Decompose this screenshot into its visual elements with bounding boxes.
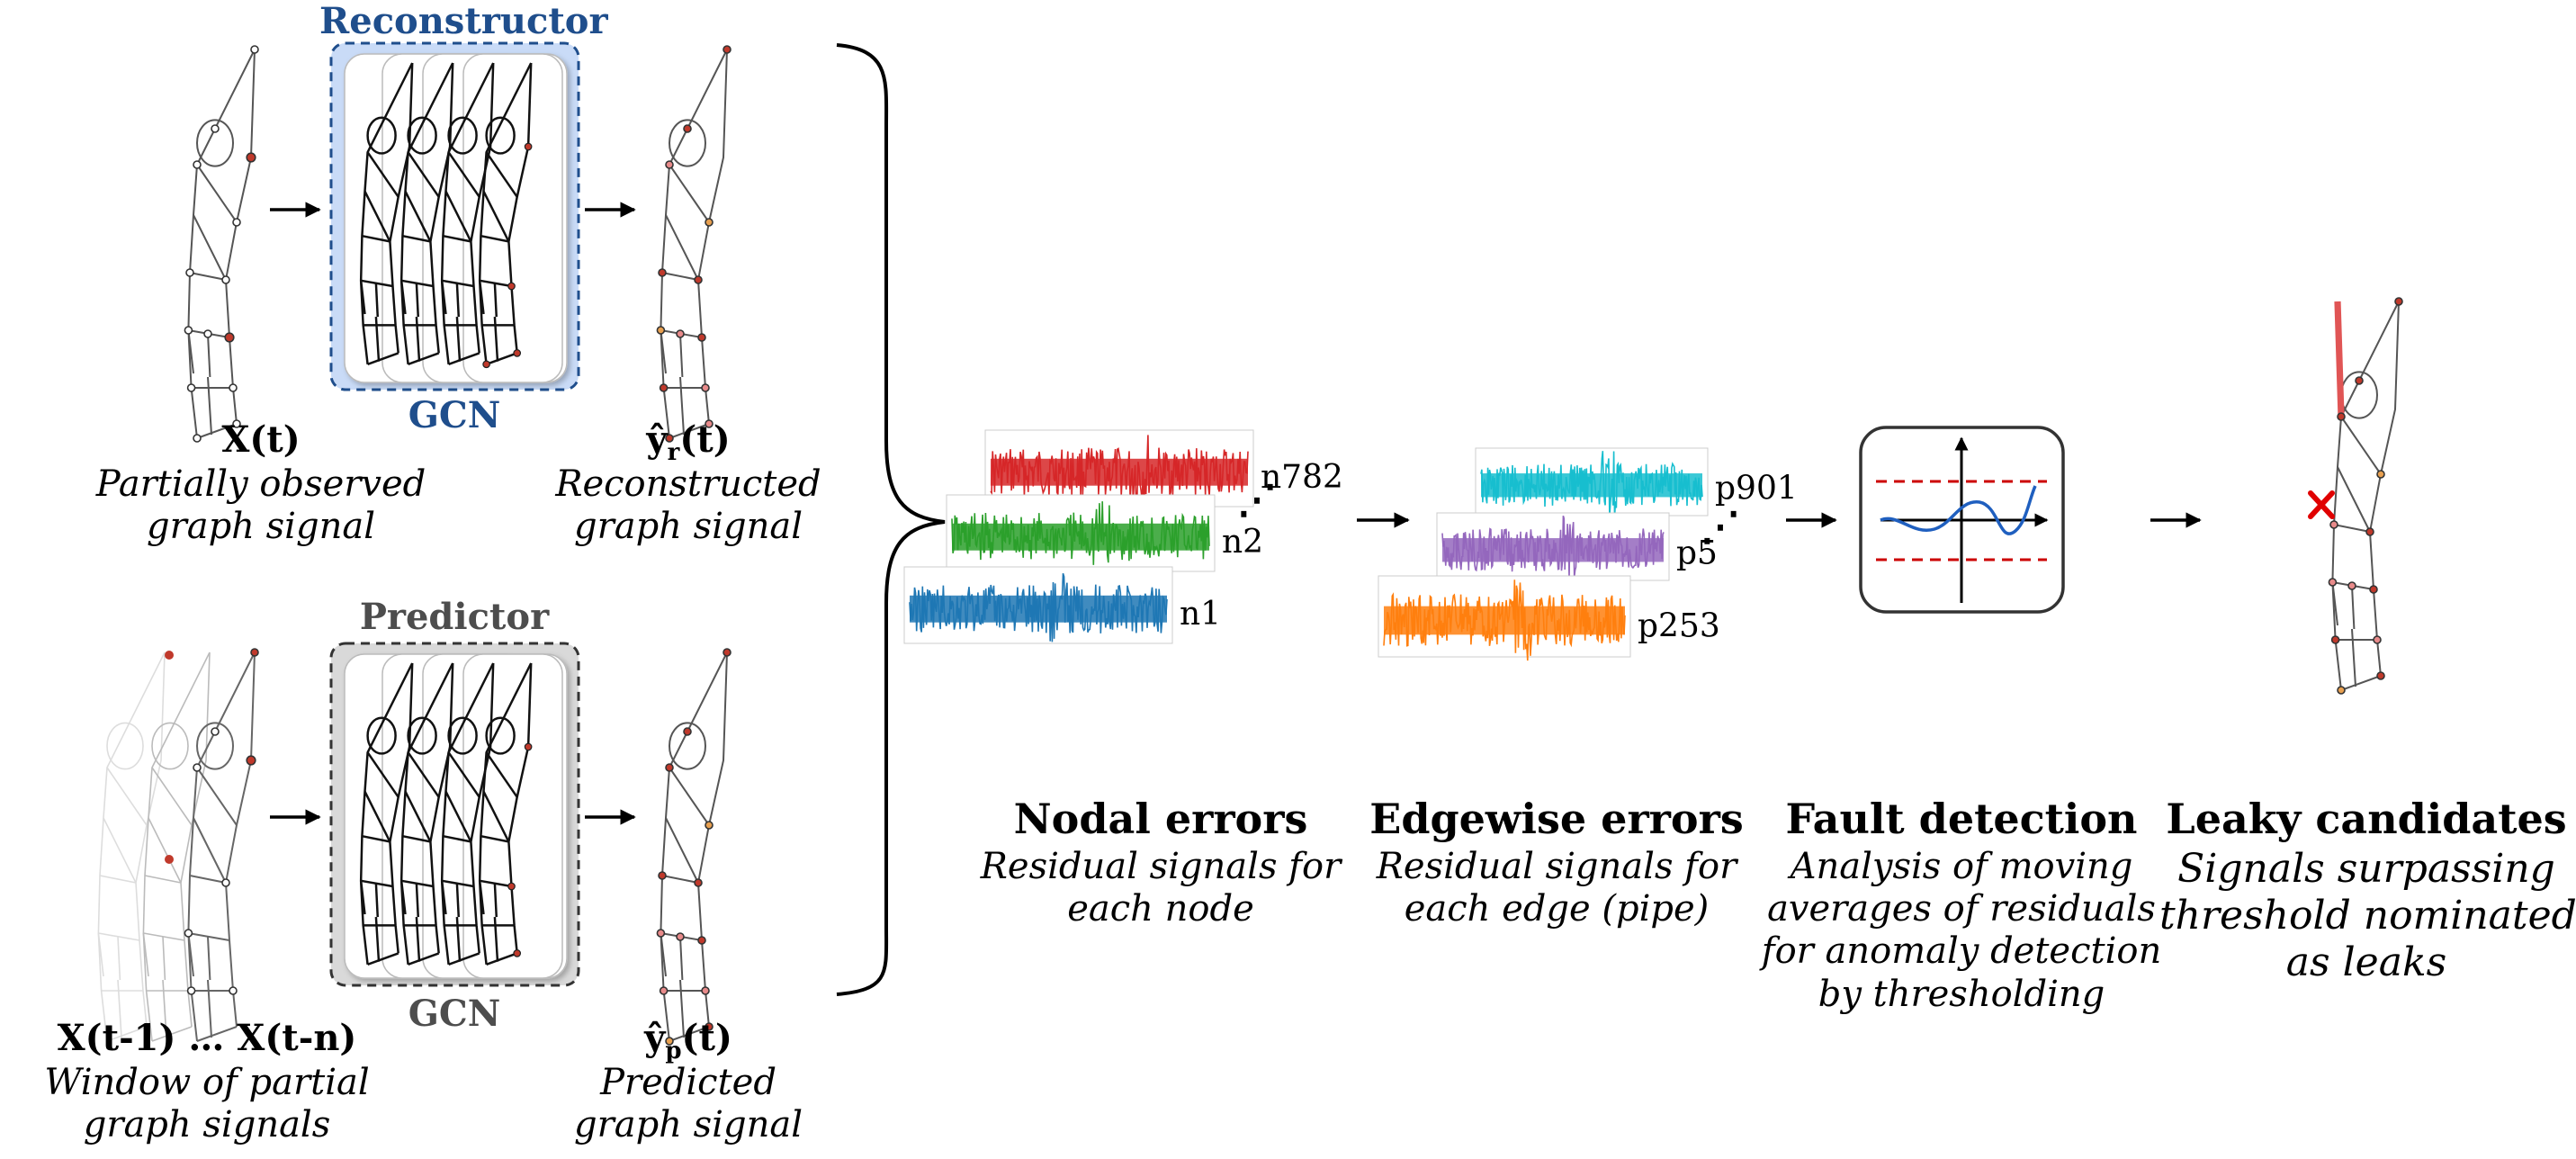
cross-mark-icon [2308, 490, 2335, 519]
signal-label: n2 [1222, 524, 1263, 561]
signal-label: p901 [1715, 470, 1798, 507]
reconstructor-output-symbol: ŷr(t) [646, 418, 731, 466]
signal-label: p253 [1638, 608, 1720, 645]
predictor-input-symbol: X(t-1) … X(t-n) [57, 1017, 357, 1059]
residual-signal-card: p901 [1475, 447, 1798, 517]
edgewise-errors-desc: Residual signals for each edge (pipe) [1376, 846, 1737, 930]
predictor-gcn-label: GCN [408, 993, 501, 1035]
nodal-errors-desc: Residual signals for each node [980, 846, 1342, 930]
predictor-title: Predictor [359, 596, 550, 638]
signal-label: n1 [1180, 596, 1221, 633]
leaky-candidate-graph [2328, 297, 2403, 695]
edgewise-error-signals: p901 p5 p253 [1378, 447, 1798, 661]
residual-signal-card: n1 [903, 566, 1221, 644]
reconstructed-graph [656, 45, 732, 443]
leaky-candidates-title: Leaky candidates [2166, 795, 2567, 843]
leaky-candidates-desc: Signals surpassing threshold nominated a… [2159, 846, 2576, 985]
leak-edge [2334, 301, 2345, 418]
reconstructor-input-graph [184, 45, 259, 443]
predictor-output-desc: Predicted graph signal [574, 1062, 803, 1146]
predictor-input-desc: Window of partial graph signals [44, 1062, 370, 1146]
signal-label: p5 [1676, 535, 1718, 571]
residual-signal-card: n782 [984, 429, 1343, 508]
reconstructor-gcn-label: GCN [408, 394, 501, 436]
edgewise-errors-title: Edgewise errors [1369, 795, 1744, 843]
residual-signal-card: p253 [1378, 575, 1720, 661]
predicted-graph [656, 648, 732, 1046]
reconstructor-output-desc: Reconstructed graph signal [555, 463, 821, 548]
predictor-input-window [97, 648, 259, 1043]
reconstructor-input-symbol: X(t) [221, 418, 301, 461]
nodal-errors-title: Nodal errors [1013, 795, 1308, 843]
signal-label: n782 [1261, 459, 1343, 496]
fault-detection-desc: Analysis of moving averages of residuals… [1761, 846, 2162, 1015]
threshold-plot-icon [1859, 426, 2065, 614]
curly-brace-icon [836, 43, 946, 996]
fault-detection-title: Fault detection [1785, 795, 2138, 843]
reconstructor-gcn-block [329, 41, 580, 391]
ellipsis: ⋰ [1701, 505, 1740, 549]
ellipsis: ⋰ [1237, 478, 1277, 522]
reconstructor-title: Reconstructor [319, 0, 608, 42]
reconstructor-input-desc: Partially observed graph signal [95, 463, 426, 548]
residual-signal-card: n2 [946, 494, 1263, 572]
predictor-output-symbol: ŷp(t) [644, 1017, 732, 1065]
residual-signal-card: p5 [1436, 512, 1718, 581]
predictor-gcn-block [329, 642, 580, 987]
